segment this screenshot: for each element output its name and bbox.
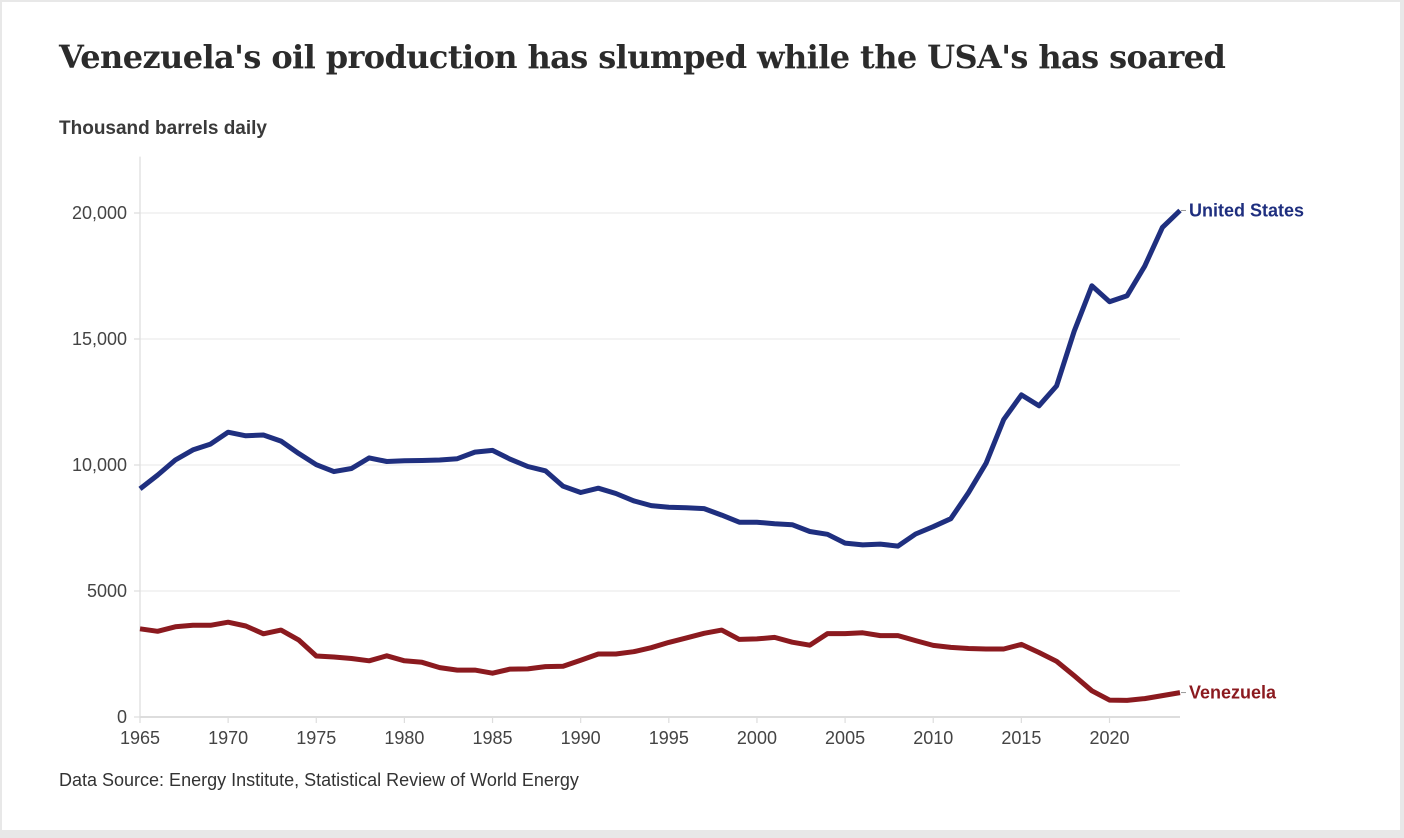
- x-tick-label: 2015: [1001, 728, 1041, 748]
- y-tick-label: 20,000: [72, 203, 127, 223]
- y-tick-label: 5000: [87, 581, 127, 601]
- series-label-united-states: United States: [1189, 200, 1304, 220]
- chart-subtitle-units: Thousand barrels daily: [59, 118, 267, 139]
- x-tick-label: 1995: [649, 728, 689, 748]
- x-tick-label: 1965: [120, 728, 160, 748]
- x-tick-label: 2005: [825, 728, 865, 748]
- x-tick-label: 2010: [913, 728, 953, 748]
- gridlines: [140, 212, 1180, 592]
- series-line-united-states: [138, 208, 1182, 549]
- y-tick-label: 15,000: [72, 329, 127, 349]
- x-tick-label: 1980: [384, 728, 424, 748]
- x-tick-label: 1985: [473, 728, 513, 748]
- x-tick-label: 2000: [737, 728, 777, 748]
- y-tick-label: 10,000: [72, 455, 127, 475]
- data-source-note: Data Source: Energy Institute, Statistic…: [59, 770, 579, 790]
- series-line-venezuela: [139, 619, 1181, 703]
- x-tick-label: 1990: [561, 728, 601, 748]
- y-tick-label: 0: [117, 707, 127, 727]
- x-tick-label: 2020: [1089, 728, 1129, 748]
- series-lines: [138, 208, 1182, 703]
- chart-title: Venezuela's oil production has slumped w…: [59, 38, 1226, 76]
- x-tick-label: 1975: [296, 728, 336, 748]
- series-label-venezuela: Venezuela: [1189, 683, 1277, 703]
- axes: 0 5000 10,000 15,000 20,000 1965 1970 1975 1980 1…: [72, 156, 1180, 748]
- x-tick-label: 1970: [208, 728, 248, 748]
- series-labels: United States Venezuela: [1181, 200, 1304, 703]
